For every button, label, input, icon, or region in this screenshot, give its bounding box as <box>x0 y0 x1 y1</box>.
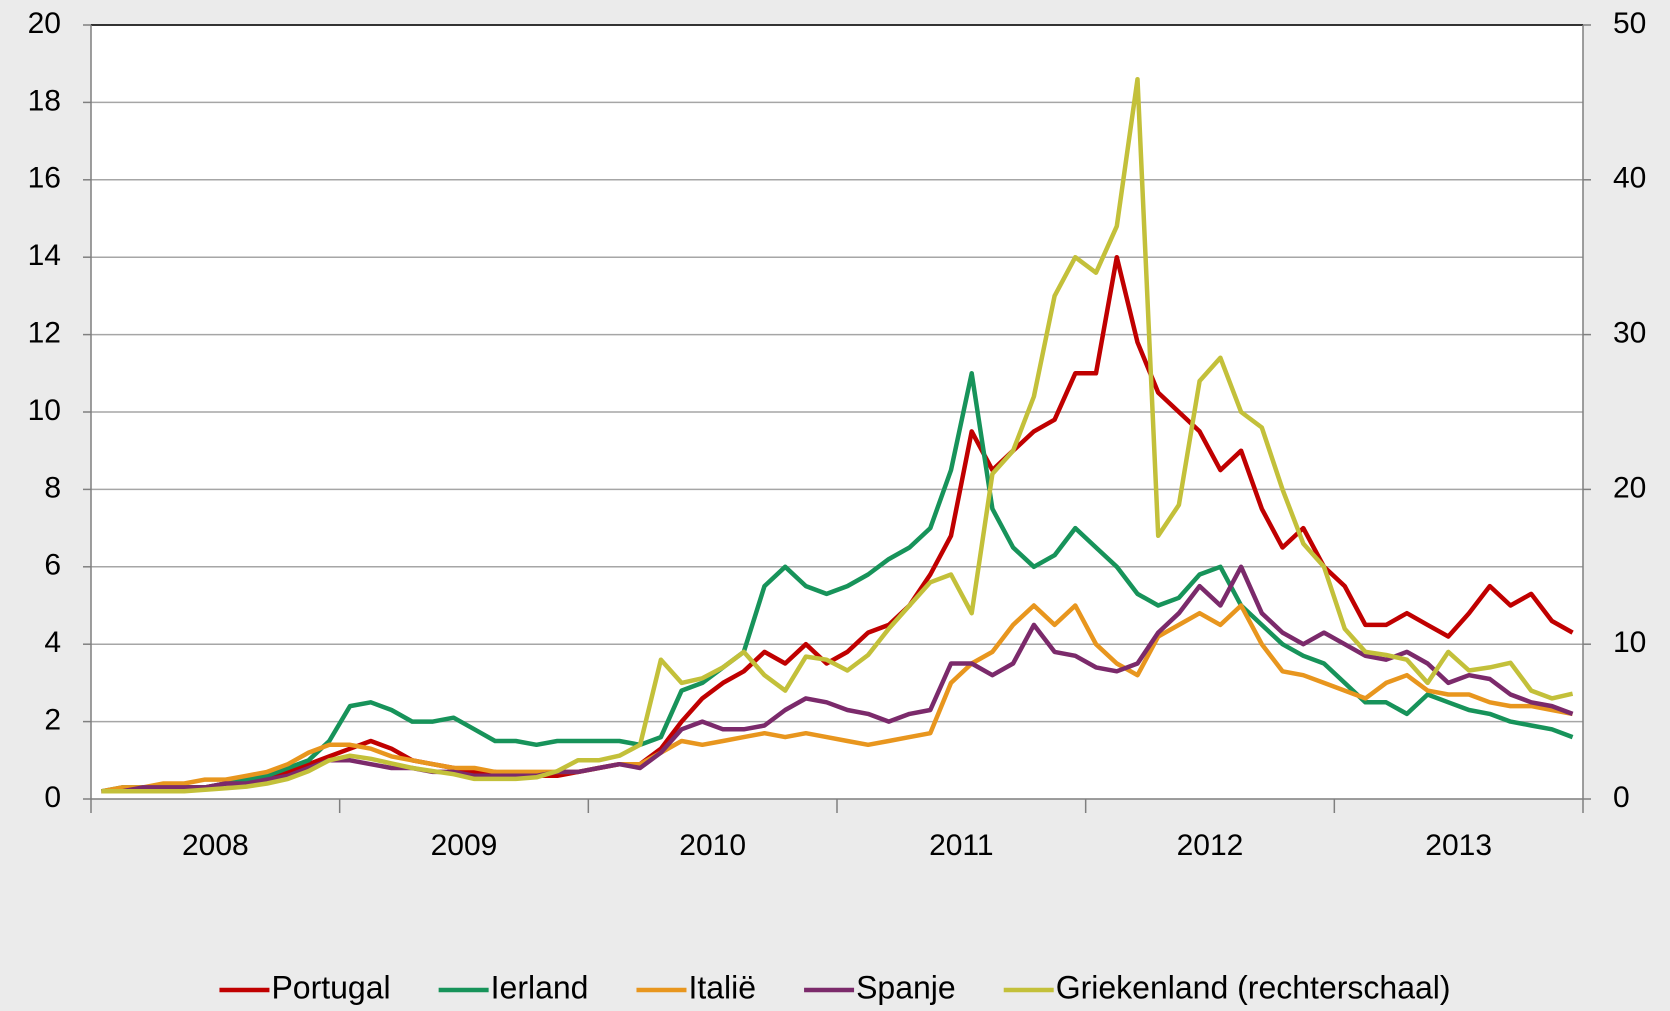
x-tick-label: 2010 <box>679 829 746 862</box>
y-tick-label: 2 <box>44 704 61 737</box>
x-tick-label: 2012 <box>1177 829 1244 862</box>
y2-tick-label: 30 <box>1613 317 1646 350</box>
y2-tick-label: 50 <box>1613 7 1646 40</box>
legend-label: Griekenland (rechterschaal) <box>1056 969 1451 1005</box>
x-tick-label: 2009 <box>431 829 498 862</box>
legend-label: Spanje <box>856 969 956 1005</box>
y-tick-label: 14 <box>28 239 61 272</box>
line <box>100 371 1574 794</box>
y2-tick-label: 10 <box>1613 626 1646 659</box>
y2-tick-label: 0 <box>1613 781 1630 814</box>
y-tick-label: 6 <box>44 549 61 582</box>
y-tick-label: 10 <box>28 394 61 427</box>
line <box>101 76 1574 794</box>
y-tick-label: 16 <box>28 162 61 195</box>
y-tick-label: 8 <box>44 471 61 504</box>
x-tick-label: 2008 <box>182 829 249 862</box>
line <box>101 564 1574 794</box>
y-tick-label: 4 <box>44 626 61 659</box>
x-tick-label: 2013 <box>1425 829 1492 862</box>
y-tick-label: 0 <box>44 781 61 814</box>
x-tick-label: 2011 <box>929 829 994 862</box>
legend-label: Ierland <box>491 969 589 1005</box>
y2-tick-label: 20 <box>1613 471 1646 504</box>
line <box>101 254 1574 794</box>
y-tick-label: 18 <box>28 84 61 117</box>
legend-label: Portugal <box>271 969 390 1005</box>
y-tick-label: 12 <box>28 317 61 350</box>
legend-label: Italië <box>688 969 756 1005</box>
line <box>100 603 1574 794</box>
y-tick-label: 20 <box>28 7 61 40</box>
y2-tick-label: 40 <box>1613 162 1646 195</box>
